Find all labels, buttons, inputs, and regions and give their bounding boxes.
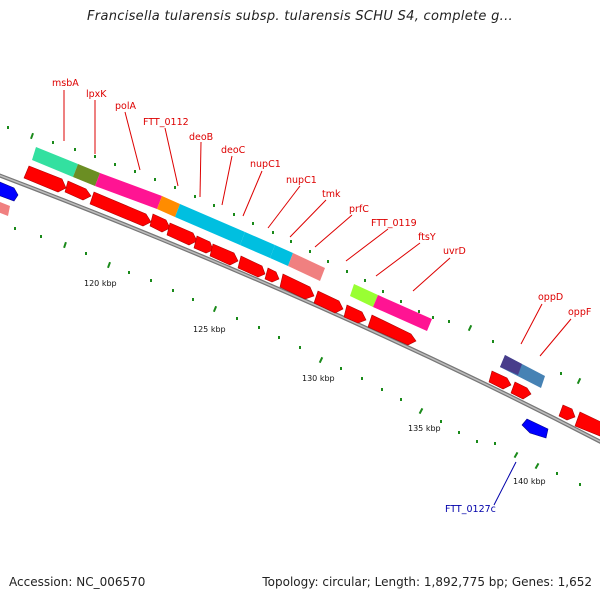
cog-block-msbA bbox=[32, 147, 78, 177]
gene-arrow-msbA bbox=[23, 165, 67, 193]
gene-arrow-right bbox=[558, 404, 576, 421]
gene-label-lpxK: lpxK bbox=[86, 89, 107, 100]
inner-ticks bbox=[14, 227, 581, 486]
gene-arrow-uvrD bbox=[367, 314, 417, 346]
cog-block-uvrD bbox=[373, 295, 432, 331]
scale-label-125: 125 kbp bbox=[193, 325, 226, 334]
gene-arrow-FTT_0127c bbox=[521, 418, 549, 439]
gene-arrow-edge bbox=[574, 411, 600, 437]
accession-text: Accession: NC_006570 bbox=[9, 575, 146, 589]
label-leaders bbox=[63, 90, 572, 357]
cog-block-FTT_0112 bbox=[157, 196, 180, 217]
gene-arrow-nupC1a bbox=[209, 243, 239, 266]
cog-block-ftsY bbox=[350, 284, 378, 307]
cog-block-lpxK bbox=[73, 164, 100, 186]
gene-arrow-nupC1b bbox=[237, 255, 266, 278]
gene-label-ftsY: ftsY bbox=[418, 232, 436, 243]
label-leader-FTT_0127c bbox=[493, 461, 517, 506]
gene-arrow-oppD bbox=[488, 370, 512, 390]
gene-arrow-deoC bbox=[193, 235, 214, 254]
gene-arrow-polA bbox=[89, 191, 152, 227]
gene-label-FTT_0127c: FTT_0127c bbox=[445, 504, 496, 515]
gene-labels: msbA lpxK polA FTT_0112 deoB deoC nupC1 … bbox=[52, 78, 591, 318]
gene-arrow-tmk bbox=[264, 267, 280, 283]
cog-block-oppD-dark bbox=[500, 355, 522, 375]
gene-arrow-lpxK bbox=[64, 180, 92, 201]
map-title: Francisella tularensis subsp. tularensis… bbox=[87, 9, 513, 24]
gene-label-oppD: oppD bbox=[538, 292, 563, 303]
cog-block-nupC1 bbox=[240, 232, 275, 258]
gene-label-uvrD: uvrD bbox=[443, 246, 466, 257]
gene-arrow-left-blue bbox=[0, 181, 19, 202]
scale-labels: 120 kbp 125 kbp 130 kbp 135 kbp 140 kbp bbox=[84, 279, 546, 486]
gene-arrow-prfC bbox=[279, 273, 315, 300]
gene-arrow-oppF bbox=[510, 381, 532, 400]
gene-label-oppF: oppF bbox=[568, 307, 591, 318]
gene-label-polA: polA bbox=[115, 101, 136, 112]
gene-label-nupC1-a: nupC1 bbox=[250, 159, 281, 170]
scale-label-130: 130 kbp bbox=[302, 374, 335, 383]
gene-label-msbA: msbA bbox=[52, 78, 79, 89]
scale-label-135: 135 kbp bbox=[408, 424, 441, 433]
reverse-genes[interactable] bbox=[0, 180, 549, 439]
gene-label-FTT_0119: FTT_0119 bbox=[371, 218, 417, 229]
gene-label-prfC: prfC bbox=[349, 204, 369, 215]
gene-arrow-ftsY bbox=[343, 304, 367, 324]
cog-block-polA bbox=[95, 173, 162, 209]
topology-text: Topology: circular; Length: 1,892,775 bp… bbox=[262, 575, 592, 589]
gene-label-FTT_0112: FTT_0112 bbox=[143, 117, 189, 128]
cog-block-prfC bbox=[288, 253, 325, 281]
gene-arrow-FTT_0119 bbox=[313, 290, 344, 314]
cog-block-tmk bbox=[270, 245, 293, 266]
gene-label-tmk: tmk bbox=[322, 189, 341, 200]
scale-label-140: 140 kbp bbox=[513, 477, 546, 486]
cog-block-left bbox=[0, 202, 10, 216]
outer-ticks bbox=[7, 126, 582, 385]
gene-label-deoB: deoB bbox=[189, 132, 213, 143]
cog-block-deoB bbox=[175, 204, 245, 245]
gene-arrow-deoB bbox=[166, 222, 198, 246]
forward-genes[interactable] bbox=[23, 165, 600, 438]
scale-label-120: 120 kbp bbox=[84, 279, 117, 288]
gene-label-nupC1-b: nupC1 bbox=[286, 175, 317, 186]
gene-label-deoC: deoC bbox=[221, 145, 246, 156]
gene-arrow-FTT_0112 bbox=[149, 213, 171, 233]
